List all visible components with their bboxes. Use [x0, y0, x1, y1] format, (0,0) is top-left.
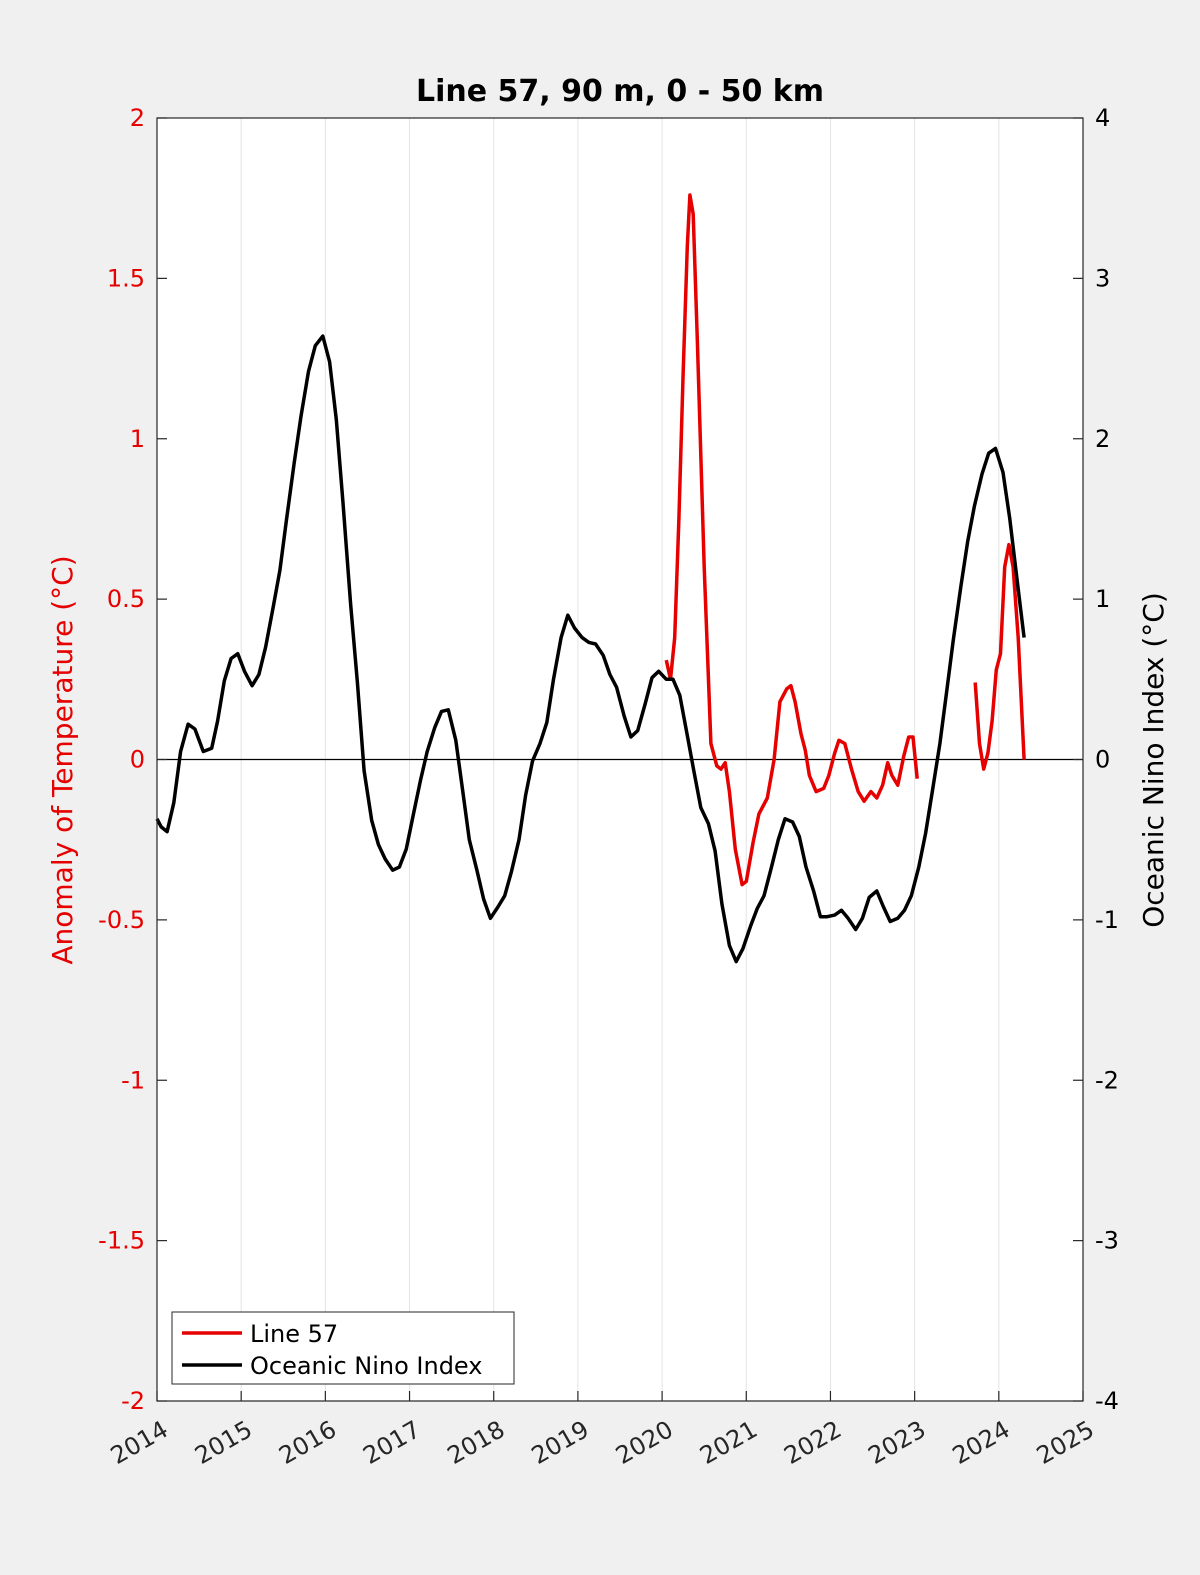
x-tick-label: 2014: [106, 1415, 173, 1470]
left-tick-label: 0.5: [107, 585, 145, 613]
x-tick-label: 2021: [695, 1415, 762, 1470]
legend-label-oni: Oceanic Nino Index: [250, 1352, 482, 1380]
x-tick-label: 2019: [527, 1415, 594, 1470]
series-line-line-57-segment-1: [664, 193, 919, 887]
left-tick-label: 1: [130, 425, 145, 453]
left-tick-label: -0.5: [98, 906, 145, 934]
chart-title: Line 57, 90 m, 0 - 50 km: [416, 74, 824, 109]
x-tick-label: 2018: [443, 1415, 510, 1470]
right-tick-label: -1: [1095, 906, 1119, 934]
x-tick-label: 2015: [190, 1415, 257, 1470]
right-tick-label: -3: [1095, 1227, 1119, 1255]
legend-label-line-57: Line 57: [250, 1320, 338, 1348]
right-tick-label: 0: [1095, 746, 1110, 774]
x-tick-label: 2017: [358, 1415, 425, 1470]
right-tick-label: -4: [1095, 1387, 1119, 1415]
legend: Line 57 Oceanic Nino Index: [171, 1311, 515, 1385]
left-tick-label: -2: [121, 1387, 145, 1415]
right-tick-label: 2: [1095, 425, 1110, 453]
left-tick-label: 2: [130, 104, 145, 132]
left-tick-label: 1.5: [107, 264, 145, 292]
right-tick-label: 3: [1095, 264, 1110, 292]
right-tick-label: 4: [1095, 104, 1110, 132]
left-axis-label: Anomaly of Temperature (°C): [46, 555, 79, 964]
left-tick-label: 0: [130, 746, 145, 774]
right-axis-label: Oceanic Nino Index (°C): [1137, 592, 1170, 928]
series-lines: [155, 193, 1026, 964]
left-tick-label: -1.5: [98, 1227, 145, 1255]
legend-box: [171, 1311, 515, 1385]
series-line-oceanic-nino-index: [155, 334, 1026, 964]
x-tick-label: 2016: [274, 1415, 341, 1470]
left-tick-label: -1: [121, 1066, 145, 1094]
x-tick-label: 2022: [779, 1415, 846, 1470]
right-tick-label: -2: [1095, 1066, 1119, 1094]
x-tick-label: 2024: [948, 1415, 1015, 1470]
right-tick-label: 1: [1095, 585, 1110, 613]
x-tick-label: 2023: [864, 1415, 931, 1470]
x-tick-label: 2020: [611, 1415, 678, 1470]
series-line-line-57-segment-2: [973, 542, 1026, 771]
x-tick-label: 2025: [1032, 1415, 1099, 1470]
